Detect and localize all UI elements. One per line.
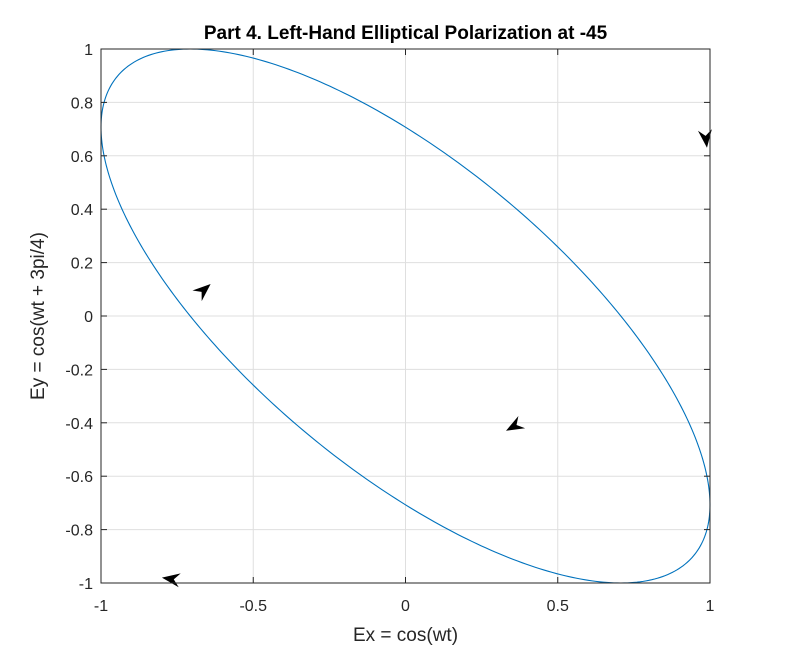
y-tick-label: 0.2 <box>71 256 93 273</box>
y-tick-label: -0.2 <box>65 362 93 379</box>
arrow-layer <box>161 129 712 588</box>
tick-marks <box>100 48 711 584</box>
y-tick-label: 0.8 <box>71 95 93 112</box>
y-tick-label: 0 <box>84 309 93 326</box>
y-tick-label: 1 <box>84 42 93 59</box>
y-tick-label: -0.8 <box>65 523 93 540</box>
direction-arrow <box>161 573 181 588</box>
direction-arrow <box>505 416 526 431</box>
x-tick-labels: -1 -0.5 0 0.5 1 <box>94 598 715 615</box>
y-tick-label: -0.6 <box>65 469 93 486</box>
y-tick-label: 0.4 <box>71 202 93 219</box>
y-axis-label: Ey = cos(wt + 3pi/4) <box>28 232 49 400</box>
x-axis-label: Ex = cos(wt) <box>353 625 458 646</box>
y-tick-label: -1 <box>79 576 93 593</box>
x-tick-label: -1 <box>94 598 108 615</box>
chart-title: Part 4. Left-Hand Elliptical Polarizatio… <box>204 23 608 44</box>
direction-arrow <box>192 283 211 302</box>
x-tick-label: 0 <box>401 598 410 615</box>
y-tick-label: -0.4 <box>65 416 93 433</box>
x-tick-label: 1 <box>706 598 715 615</box>
direction-arrow <box>697 129 712 148</box>
x-tick-label: 0.5 <box>547 598 569 615</box>
y-tick-label: 0.6 <box>71 149 93 166</box>
x-tick-label: -0.5 <box>239 598 267 615</box>
y-tick-labels: -1 -0.8 -0.6 -0.4 -0.2 0 0.2 0.4 0.6 0.8 1 <box>65 42 93 593</box>
